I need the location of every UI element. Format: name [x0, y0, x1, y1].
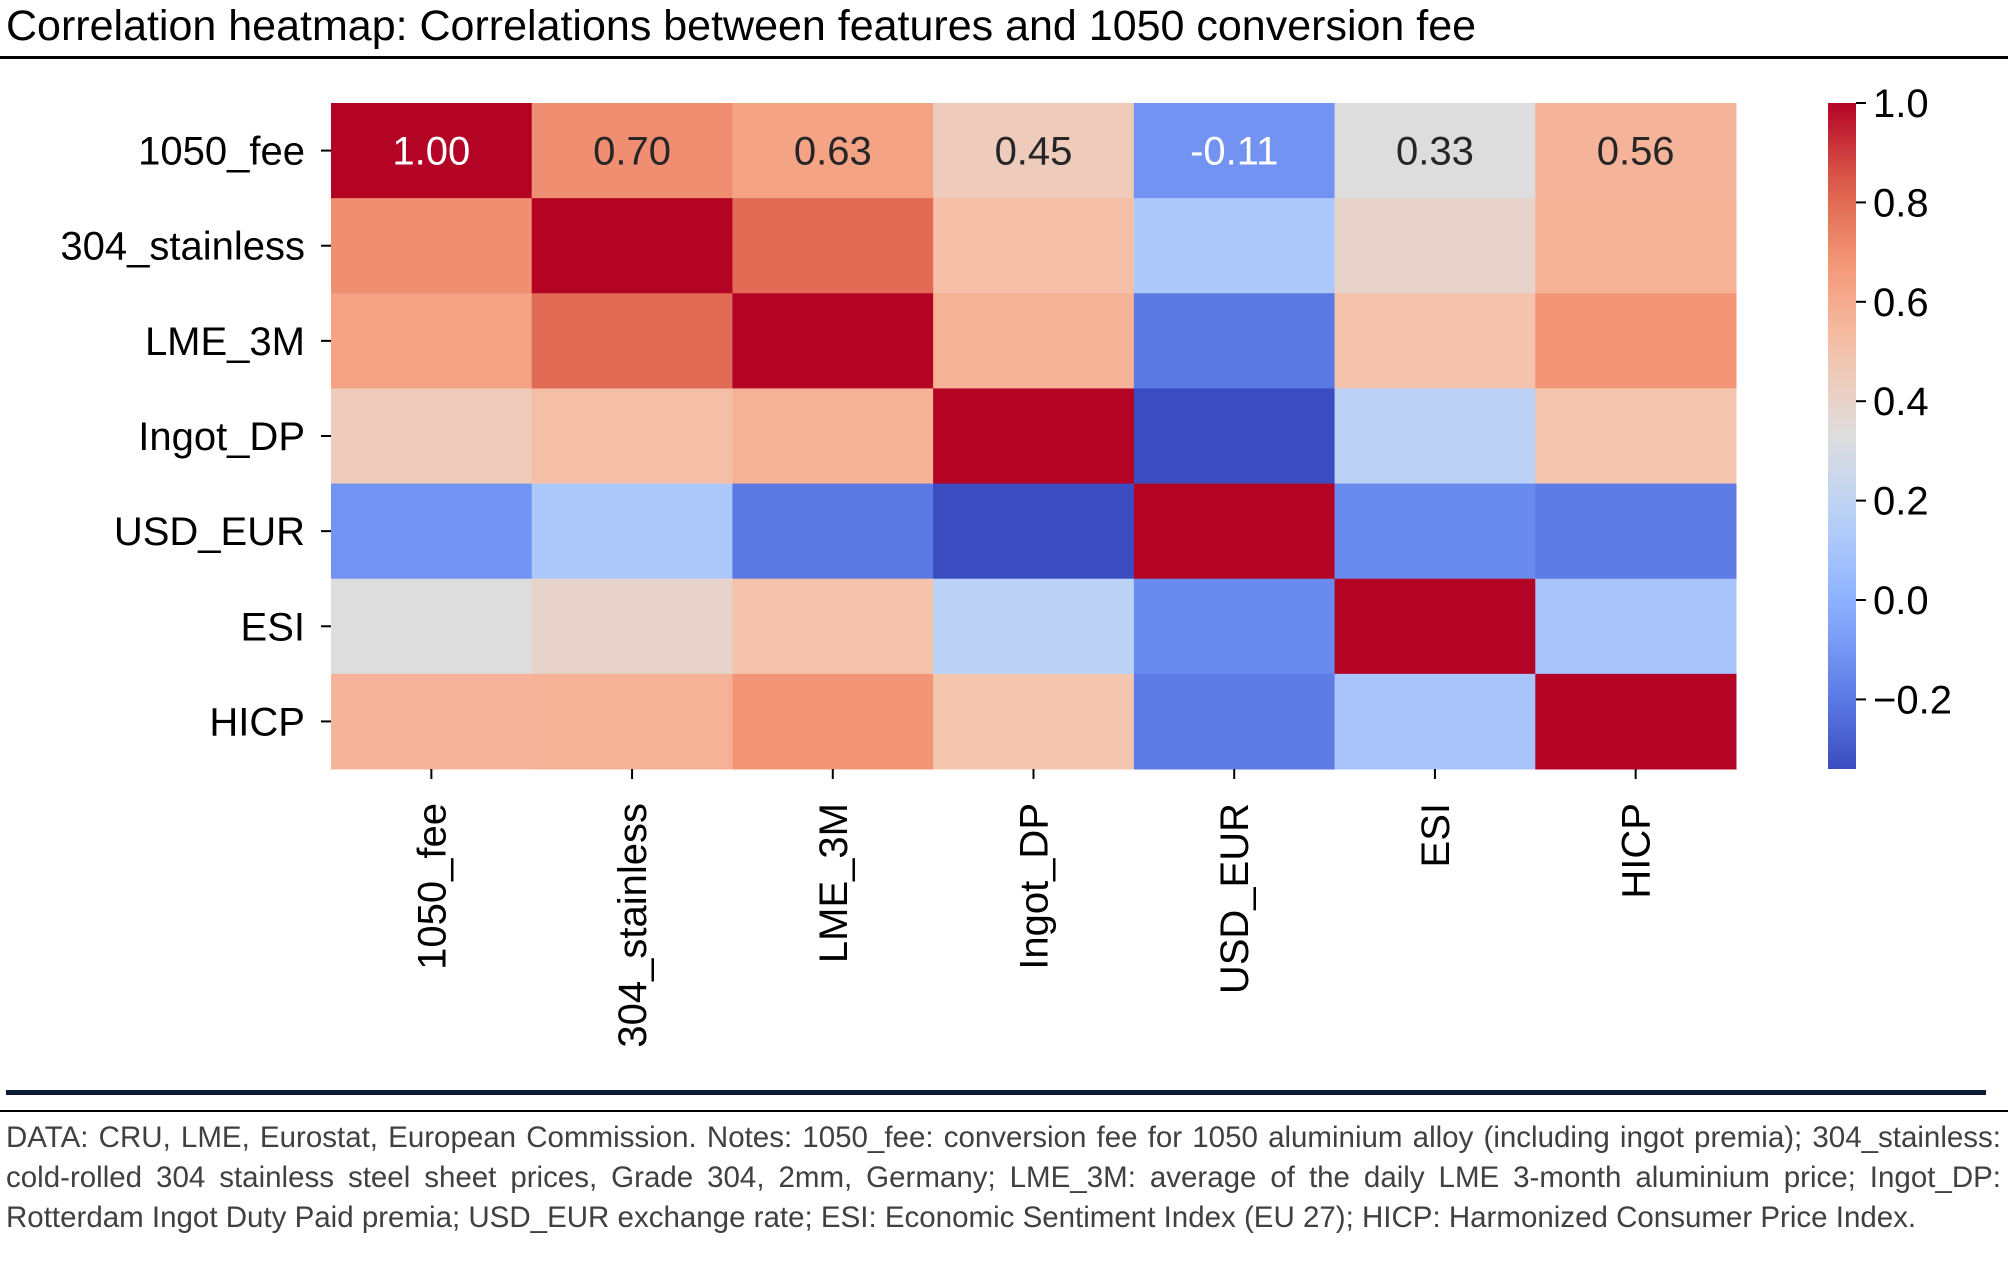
x-tick-label: Ingot_DP — [1013, 803, 1057, 970]
heatmap-cell — [531, 578, 733, 675]
y-tick-label: USD_EUR — [114, 510, 305, 554]
colorbar-tick-label: −0.2 — [1873, 678, 1952, 722]
y-tick-label: 1050_fee — [138, 130, 305, 174]
heatmap-cell — [1334, 673, 1536, 770]
heatmap-cell — [1334, 293, 1536, 389]
cell-annotation: 0.33 — [1396, 130, 1474, 174]
y-tick-label: ESI — [241, 605, 305, 649]
heatmap-cell — [933, 483, 1135, 580]
y-tick-label: LME_3M — [145, 320, 305, 364]
colorbar-tick-label: 0.4 — [1873, 380, 1929, 424]
y-tick-label: Ingot_DP — [138, 415, 305, 459]
heatmap-cell — [331, 293, 533, 389]
heatmap-cell — [1133, 198, 1336, 294]
cell-annotation: -0.11 — [1190, 130, 1278, 174]
heatmap-cell — [933, 103, 1135, 199]
heatmap-chart: 1.00 0.70 0.63 0.45 -0.11 0.33 0.56 1050_fee 304… — [60, 82, 1952, 1048]
title-divider — [0, 56, 2008, 59]
heatmap-cell — [1334, 578, 1536, 675]
heatmap-cell — [331, 483, 533, 580]
heatmap-cell — [1334, 103, 1536, 199]
x-tick-label: 304_stainless — [611, 803, 655, 1048]
colorbar — [1828, 103, 1856, 769]
colorbar-tick-label: 0.8 — [1873, 181, 1929, 225]
footer-divider-thick — [6, 1090, 1986, 1095]
x-tick-label: 1050_fee — [410, 803, 454, 970]
heatmap-cell — [1133, 483, 1336, 580]
footer-notes: DATA: CRU, LME, Eurostat, European Commi… — [6, 1121, 2001, 1234]
chart-title: Correlation heatmap: Correlations betwee… — [6, 2, 1477, 50]
heatmap-cell — [331, 388, 533, 485]
heatmap-cell — [531, 198, 733, 294]
cell-annotation: 0.63 — [794, 130, 872, 174]
heatmap-cell — [531, 388, 733, 485]
cell-annotation: 0.56 — [1597, 130, 1675, 174]
heatmap-cell — [933, 198, 1135, 294]
heatmap-cell — [933, 388, 1135, 485]
cell-annotation: 0.70 — [593, 130, 671, 174]
heatmap-cell — [531, 293, 733, 389]
heatmap-cell — [1535, 103, 1737, 199]
heatmap-cell — [933, 578, 1135, 675]
y-tick-label: 304_stainless — [60, 225, 305, 269]
heatmap-cell — [933, 673, 1135, 770]
x-tick-label: HICP — [1615, 803, 1659, 899]
x-tick-label: LME_3M — [812, 803, 856, 963]
heatmap-cell — [331, 673, 533, 770]
heatmap-cell — [331, 578, 533, 675]
x-tick-label: USD_EUR — [1213, 803, 1257, 994]
cell-annotation: 0.45 — [995, 130, 1073, 174]
cell-annotation: 1.00 — [392, 130, 470, 174]
heatmap-cell — [1133, 578, 1336, 675]
heatmap-cell — [732, 388, 934, 485]
x-tick-label: ESI — [1414, 803, 1458, 867]
heatmap-cell — [933, 293, 1135, 389]
heatmap-cell — [331, 103, 533, 199]
heatmap-cell — [1133, 103, 1336, 199]
heatmap-cell — [1535, 293, 1737, 389]
y-tick-label: HICP — [209, 700, 305, 744]
colorbar-tick-label: 1.0 — [1873, 82, 1929, 126]
heatmap-cell — [732, 293, 934, 389]
colorbar-tick-label: 0.2 — [1873, 480, 1929, 524]
footer-divider-thin — [0, 1110, 2008, 1112]
heatmap-cell — [1133, 293, 1336, 389]
heatmap-cell — [531, 103, 733, 199]
heatmap-cell — [1535, 578, 1737, 675]
heatmap-cell — [1133, 673, 1336, 770]
heatmap-cell — [732, 483, 934, 580]
heatmap-cell — [1535, 198, 1737, 294]
heatmap-cell — [732, 198, 934, 294]
heatmap-cell — [531, 483, 733, 580]
heatmap-cell — [732, 578, 934, 675]
colorbar-tick-label: 0.0 — [1873, 579, 1929, 623]
heatmap-cell — [1334, 388, 1536, 485]
heatmap-cell — [1334, 198, 1536, 294]
heatmap-cell — [732, 673, 934, 770]
colorbar-tick-label: 0.6 — [1873, 281, 1929, 325]
heatmap-cell — [1535, 483, 1737, 580]
heatmap-cell — [1133, 388, 1336, 485]
heatmap-cell — [732, 103, 934, 199]
heatmap-cell — [331, 198, 533, 294]
heatmap-cell — [1334, 483, 1536, 580]
heatmap-cell — [1535, 673, 1737, 770]
heatmap-cell — [531, 673, 733, 770]
heatmap-cell — [1535, 388, 1737, 485]
